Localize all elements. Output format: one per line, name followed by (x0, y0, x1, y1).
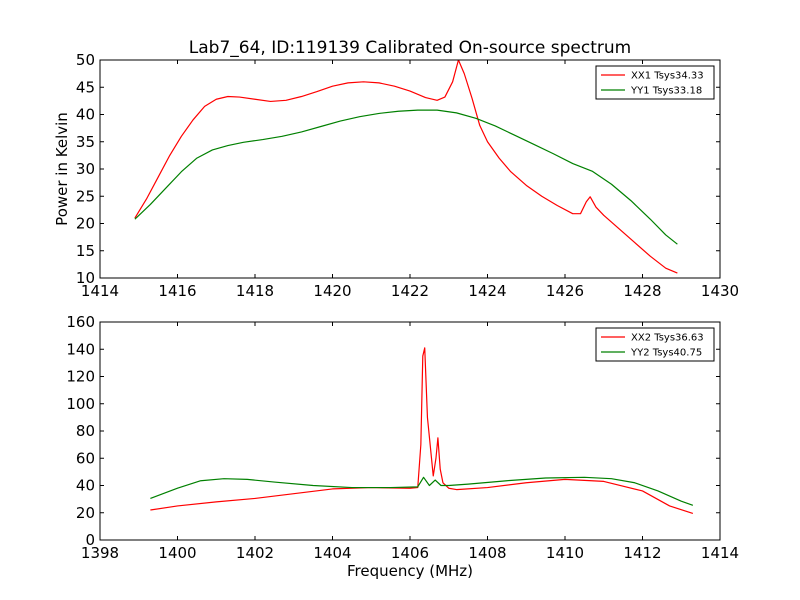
y-axis-label: Power in Kelvin (53, 112, 71, 226)
x-tick-label: 1428 (623, 282, 661, 300)
y-tick-label: 80 (76, 422, 95, 440)
bottom-spectrum-panel: 1398 1400 1402 1404 1406 1408 1410 1412 1414 0 20 4… (66, 313, 739, 580)
y-tick-label: 15 (76, 242, 95, 260)
x-tick-label: 1426 (546, 282, 584, 300)
x-tick-label: 1400 (158, 544, 196, 562)
legend-box (595, 65, 715, 100)
y-tick-label: 20 (76, 215, 95, 233)
legend: XX1 Tsys34.33 YY1 Tsys33.18 (595, 65, 715, 100)
x-tick-label: 1430 (701, 282, 739, 300)
legend-entry: XX1 Tsys34.33 (631, 71, 704, 82)
y-tick-label: 140 (66, 340, 95, 358)
series-line-yy2 (150, 476, 694, 506)
y-tick-label: 60 (76, 449, 95, 467)
x-tick-label: 1424 (468, 282, 506, 300)
y-tick-label: 35 (76, 133, 95, 151)
y-tick-label: 45 (76, 78, 95, 96)
x-tick-label: 1420 (313, 282, 351, 300)
legend-entry: XX2 Tsys36.63 (631, 333, 704, 344)
y-tick-label: 0 (85, 531, 95, 549)
y-tick-label: 10 (76, 269, 95, 287)
legend-box (595, 327, 715, 362)
legend: XX2 Tsys36.63 YY2 Tsys40.75 (595, 327, 715, 362)
x-tick-label: 1408 (468, 544, 506, 562)
x-tick-label: 1406 (391, 544, 429, 562)
x-tick-label: 1404 (313, 544, 351, 562)
legend-entry: YY2 Tsys40.75 (630, 348, 702, 359)
y-tick-label: 100 (66, 395, 95, 413)
series-line-xx2 (150, 347, 694, 515)
x-tick-label: 1414 (701, 544, 739, 562)
x-tick-label: 1402 (236, 544, 274, 562)
x-tick-label: 1414 (81, 282, 119, 300)
top-spectrum-panel: 1414 1416 1418 1420 1422 1424 1426 1428 1430 10 15… (53, 51, 739, 300)
y-tick-label: 120 (66, 368, 95, 386)
x-tick-label: 1412 (623, 544, 661, 562)
y-tick-label: 40 (76, 477, 95, 495)
x-tick-label: 1416 (158, 282, 196, 300)
x-tick-label: 1398 (81, 544, 119, 562)
legend-entry: YY1 Tsys33.18 (630, 86, 702, 97)
y-tick-label: 20 (76, 504, 95, 522)
x-tick-label: 1422 (391, 282, 429, 300)
y-tick-label: 160 (66, 313, 95, 331)
x-axis-label: Frequency (MHz) (347, 562, 473, 580)
x-tick-label: 1418 (236, 282, 274, 300)
figure-title: Lab7_64, ID:119139 Calibrated On-source … (189, 38, 631, 58)
y-tick-label: 50 (76, 51, 95, 69)
series-line-yy1 (134, 109, 678, 245)
y-tick-label: 30 (76, 160, 95, 178)
y-tick-label: 40 (76, 106, 95, 124)
x-tick-label: 1410 (546, 544, 584, 562)
series-line-xx1 (134, 60, 678, 274)
y-tick-label: 25 (76, 187, 95, 205)
